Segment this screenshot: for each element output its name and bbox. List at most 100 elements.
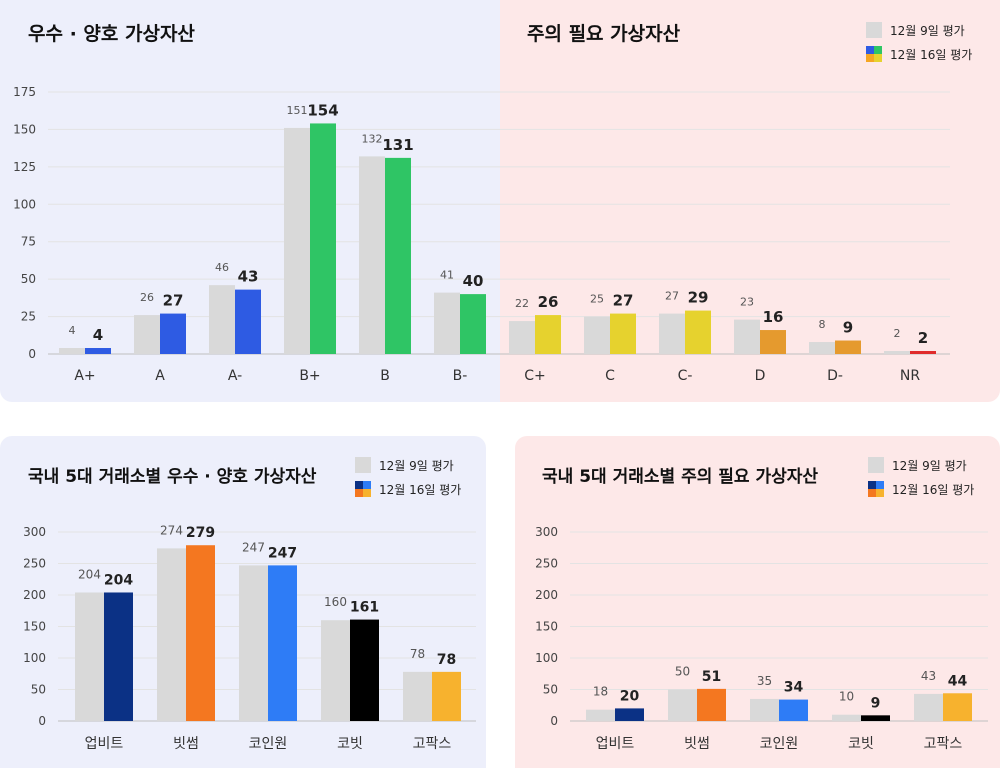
bar-after <box>535 315 561 354</box>
y-tick-label: 200 <box>23 588 46 602</box>
legend-swatch-multicolor <box>868 481 884 497</box>
value-label-before: 22 <box>515 297 529 310</box>
x-tick-label: 코인원 <box>249 736 288 752</box>
legend-label-after: 12월 16일 평가 <box>379 482 462 497</box>
value-label-before: 25 <box>590 293 604 306</box>
value-label-before: 8 <box>819 318 826 331</box>
bar-before <box>321 620 350 721</box>
bar-before <box>157 548 186 721</box>
bar-before <box>134 315 160 354</box>
bar-before <box>509 321 535 354</box>
y-tick-label: 25 <box>21 310 36 324</box>
bar-before <box>403 671 432 721</box>
x-tick-label: 빗썸 <box>173 736 199 752</box>
y-tick-label: 0 <box>550 714 558 728</box>
bar-after <box>910 351 936 354</box>
x-tick-label: 업비트 <box>85 736 124 752</box>
bottom-left-legend: 12월 9일 평가 12월 16일 평가 <box>355 456 461 504</box>
bar-before <box>584 316 610 354</box>
value-label-before: 27 <box>665 290 679 303</box>
bar-before <box>434 292 460 354</box>
value-label-before: 10 <box>839 690 854 704</box>
legend-swatch-gray <box>866 22 882 38</box>
value-label-before: 41 <box>440 269 454 282</box>
legend-label-before: 12월 9일 평가 <box>892 458 967 473</box>
bar-before <box>284 127 310 354</box>
value-label-after: 9 <box>871 695 881 711</box>
bar-before <box>884 351 910 354</box>
value-label-before: 151 <box>287 104 308 117</box>
x-tick-label: NR <box>900 368 920 384</box>
y-tick-label: 0 <box>28 347 36 361</box>
bar-before <box>659 313 685 354</box>
y-tick-label: 200 <box>535 588 558 602</box>
value-label-after: 154 <box>307 101 338 119</box>
legend-swatch-multicolor <box>355 481 371 497</box>
x-tick-label: B- <box>453 368 468 384</box>
value-label-after: 27 <box>613 292 634 310</box>
value-label-after: 26 <box>538 293 559 311</box>
bar-before <box>359 156 385 354</box>
y-tick-label: 50 <box>31 683 46 697</box>
y-tick-label: 150 <box>13 122 36 136</box>
bar-before <box>668 689 697 721</box>
value-label-before: 46 <box>215 261 229 274</box>
value-label-after: 43 <box>238 268 259 286</box>
value-label-after: 247 <box>268 545 297 561</box>
y-tick-label: 300 <box>23 525 46 539</box>
bar-after <box>697 688 726 721</box>
bar-after <box>943 693 972 721</box>
bar-after <box>385 157 411 354</box>
bar-after <box>760 330 786 354</box>
x-tick-label: C+ <box>524 368 546 384</box>
y-tick-label: 100 <box>13 197 36 211</box>
bar-after <box>685 310 711 354</box>
bar-after <box>835 340 861 354</box>
bar-after <box>350 619 379 721</box>
legend-swatch-multicolor <box>866 46 882 62</box>
value-label-before: 23 <box>740 296 754 309</box>
bar-after <box>160 313 186 354</box>
x-tick-label: A+ <box>74 368 95 384</box>
value-label-after: 29 <box>688 289 709 307</box>
value-label-before: 26 <box>140 291 154 304</box>
y-tick-label: 300 <box>535 525 558 539</box>
legend-item-after: 12월 16일 평가 <box>355 480 461 498</box>
bar-before <box>209 285 235 354</box>
bar-before <box>734 319 760 354</box>
bar-after <box>610 313 636 354</box>
bottom-right-legend: 12월 9일 평가 12월 16일 평가 <box>868 456 974 504</box>
value-label-before: 247 <box>242 540 265 554</box>
value-label-before: 132 <box>362 132 383 145</box>
y-tick-label: 150 <box>535 620 558 634</box>
x-tick-label: 업비트 <box>596 736 635 752</box>
value-label-after: 78 <box>437 652 456 668</box>
legend-swatch-gray <box>355 457 371 473</box>
bar-before <box>586 709 615 721</box>
value-label-after: 34 <box>784 680 804 696</box>
bar-after <box>268 565 297 721</box>
legend-item-after: 12월 16일 평가 <box>866 45 972 63</box>
bar-after <box>432 671 461 721</box>
x-tick-label: D- <box>827 368 843 384</box>
x-tick-label: 코빗 <box>848 736 874 752</box>
bar-before <box>239 565 268 721</box>
bar-before <box>832 714 861 721</box>
legend-swatch-gray <box>868 457 884 473</box>
x-tick-label: C <box>605 368 615 384</box>
legend-item-after: 12월 16일 평가 <box>868 480 974 498</box>
y-tick-label: 75 <box>21 235 36 249</box>
x-tick-label: B+ <box>299 368 320 384</box>
bar-after <box>460 294 486 354</box>
y-tick-label: 175 <box>13 85 36 99</box>
x-tick-label: B <box>380 368 390 384</box>
x-tick-label: 고팍스 <box>924 736 963 752</box>
value-label-after: 44 <box>948 673 968 689</box>
value-label-after: 16 <box>763 308 784 326</box>
top-legend: 12월 9일 평가 12월 16일 평가 <box>866 21 972 69</box>
value-label-after: 161 <box>350 600 379 616</box>
x-tick-label: D <box>755 368 766 384</box>
bar-after <box>104 592 133 721</box>
bar-before <box>750 698 779 721</box>
